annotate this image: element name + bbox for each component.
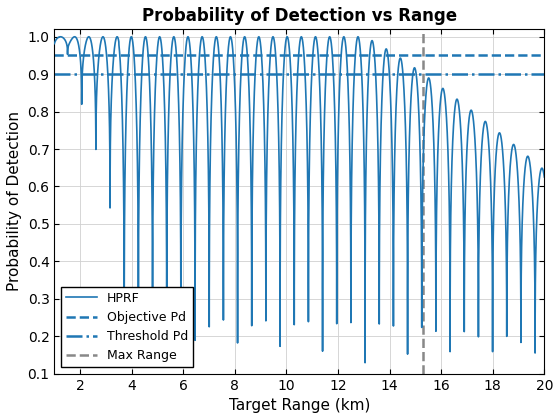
Line: HPRF: HPRF xyxy=(54,37,544,363)
HPRF xyxy=(173,53,180,58)
HPRF xyxy=(509,144,516,149)
Legend: HPRF, Objective Pd, Threshold Pd, Max Range: HPRF, Objective Pd, Threshold Pd, Max Ra… xyxy=(60,286,193,368)
Threshold Pd xyxy=(25,72,32,77)
HPRF xyxy=(366,64,372,69)
HPRF xyxy=(71,34,78,39)
HPRF xyxy=(51,41,58,46)
HPRF xyxy=(362,360,368,365)
Title: Probability of Detection vs Range: Probability of Detection vs Range xyxy=(142,7,457,25)
HPRF xyxy=(347,236,354,241)
HPRF xyxy=(283,37,290,42)
X-axis label: Target Range (km): Target Range (km) xyxy=(228,398,370,413)
Objective Pd xyxy=(25,53,32,58)
Objective Pd xyxy=(51,53,58,58)
Y-axis label: Probability of Detection: Probability of Detection xyxy=(7,111,22,291)
HPRF xyxy=(541,174,548,179)
HPRF xyxy=(402,118,409,123)
Threshold Pd xyxy=(51,72,58,77)
